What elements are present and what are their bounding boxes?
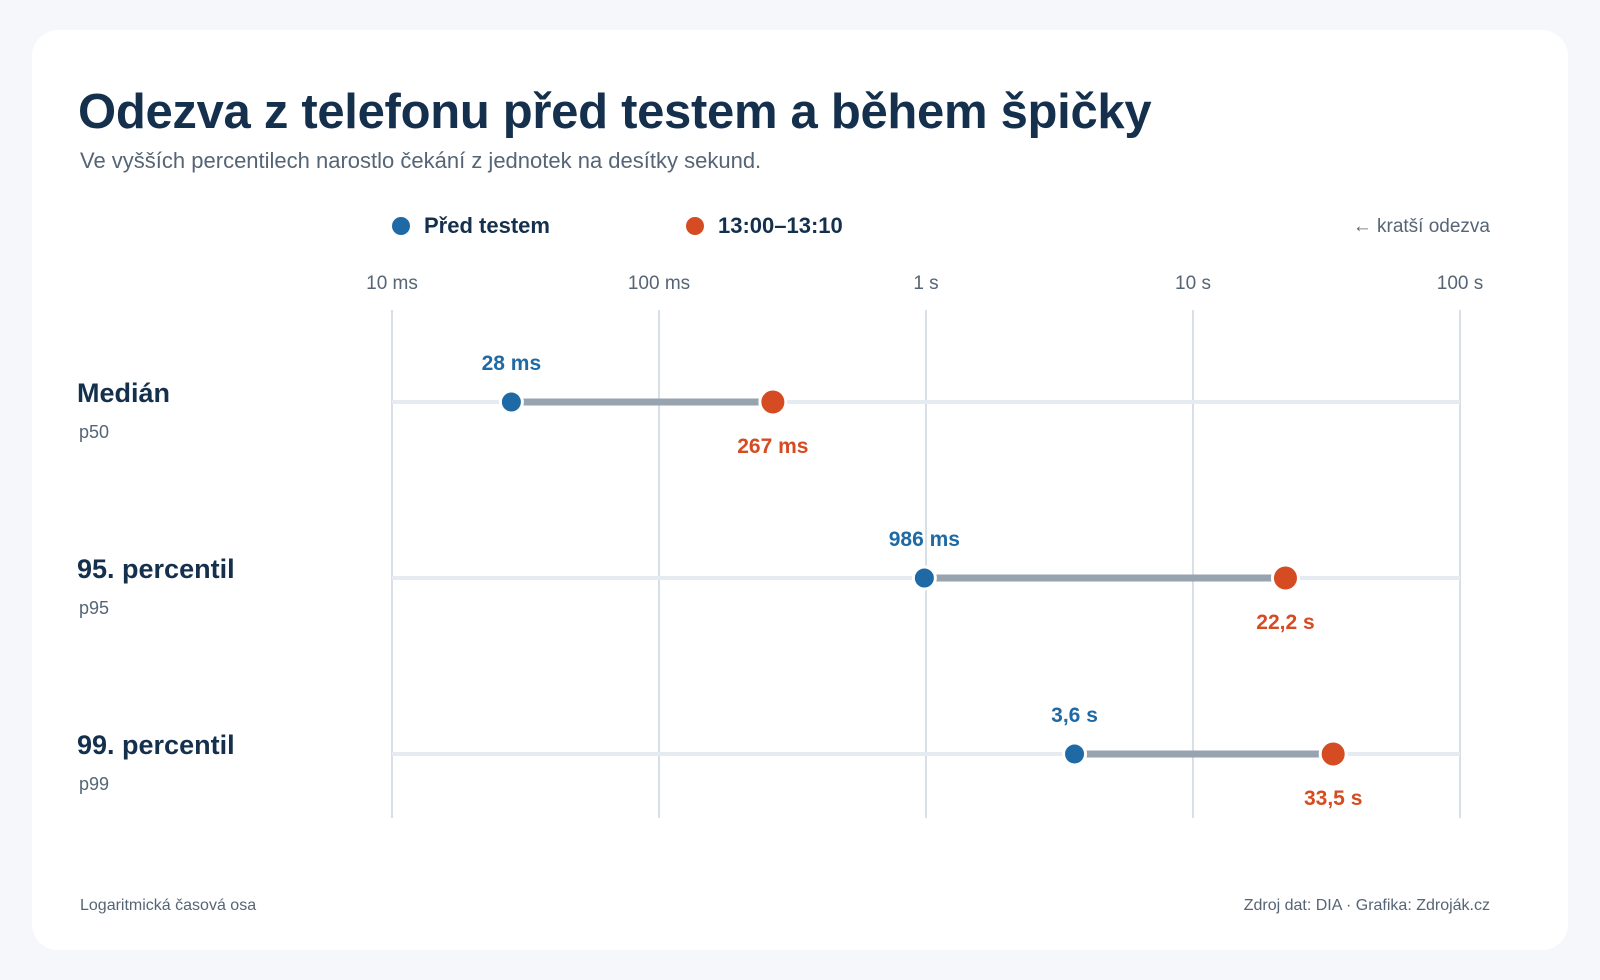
tick-label-4: 100 s — [1437, 273, 1483, 294]
value-label-before-0: 28 ms — [482, 352, 542, 375]
value-label-before-2: 3,6 s — [1051, 704, 1098, 727]
row-sublabel-1: p95 — [79, 598, 109, 618]
tick-label-0: 10 ms — [366, 273, 418, 294]
legend-dot-before-icon — [392, 217, 410, 235]
point-peak-1 — [1270, 563, 1300, 593]
legend-item-peak: 13:00–13:10 — [686, 213, 843, 239]
point-before-0 — [498, 389, 524, 415]
tick-label-1: 100 ms — [628, 273, 690, 294]
legend-item-before: Před testem — [392, 213, 550, 239]
legend-label-before: Před testem — [424, 213, 550, 238]
legend-dot-peak-icon — [686, 217, 704, 235]
chart-card — [32, 30, 1568, 950]
row-label-0: Medián — [77, 378, 170, 408]
tick-label-3: 10 s — [1175, 273, 1211, 294]
value-label-before-1: 986 ms — [889, 528, 960, 551]
row-label-2: 99. percentil — [77, 730, 235, 760]
value-label-peak-0: 267 ms — [737, 435, 808, 458]
footer-source: Zdroj dat: DIA · Grafika: Zdroják.cz — [1243, 897, 1490, 914]
direction-note: ← kratší odezva — [1352, 216, 1490, 237]
value-label-peak-2: 33,5 s — [1304, 787, 1362, 810]
tick-label-2: 1 s — [913, 273, 938, 294]
chart-subtitle: Ve vyšších percentilech narostlo čekání … — [80, 148, 762, 173]
legend-label-peak: 13:00–13:10 — [718, 213, 843, 238]
point-before-1 — [911, 565, 937, 591]
row-label-1: 95. percentil — [77, 554, 235, 584]
footer-axis-note: Logaritmická časová osa — [80, 897, 257, 914]
row-sublabel-2: p99 — [79, 774, 109, 794]
row-sublabel-0: p50 — [79, 422, 109, 442]
chart-title: Odezva z telefonu před testem a během šp… — [78, 85, 1152, 139]
point-peak-0 — [758, 387, 788, 417]
value-label-peak-1: 22,2 s — [1256, 611, 1314, 634]
point-before-2 — [1062, 741, 1088, 767]
point-peak-2 — [1318, 739, 1348, 769]
